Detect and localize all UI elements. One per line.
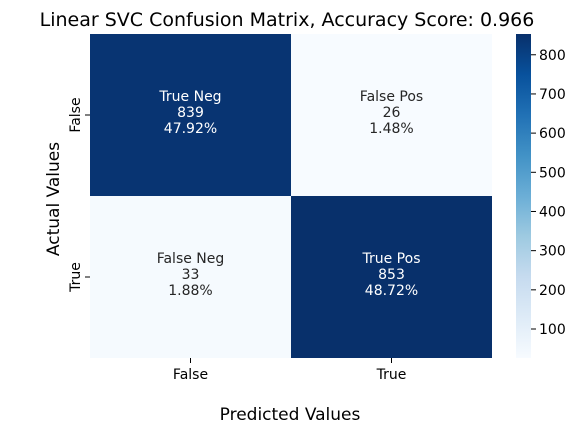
heatmap-cell	[291, 196, 492, 358]
y-axis-label: Actual Values	[44, 142, 64, 256]
colorbar-ticks: 100 200 300 400 500 600 700 800	[531, 48, 566, 338]
y-tick-label: True	[68, 262, 84, 293]
colorbar	[516, 34, 531, 358]
cell-label: True Neg	[158, 89, 221, 105]
heatmap-axes: False True False True	[68, 97, 406, 383]
cell-percent: 1.48%	[369, 121, 413, 137]
cell-percent: 1.88%	[168, 283, 212, 299]
cell-label: False Neg	[157, 251, 225, 267]
x-tick-label: False	[173, 367, 208, 383]
colorbar-tick-label: 100	[539, 322, 566, 338]
cell-count: 33	[182, 267, 200, 283]
colorbar-tick-label: 400	[539, 204, 566, 220]
cell-count: 853	[378, 267, 405, 283]
colorbar-tick-label: 500	[539, 165, 566, 181]
colorbar-tick-label: 600	[539, 126, 566, 142]
cell-label: True Pos	[362, 251, 421, 267]
cell-label: False Pos	[360, 89, 423, 105]
colorbar-tick-label: 800	[539, 48, 566, 64]
y-tick-label: False	[68, 97, 84, 132]
x-tick-label: True	[376, 367, 407, 383]
colorbar-tick-label: 700	[539, 87, 566, 103]
cell-count: 839	[177, 105, 204, 121]
heatmap-cell	[291, 34, 492, 196]
cell-count: 26	[383, 105, 401, 121]
colorbar-tick-label: 300	[539, 244, 566, 260]
chart-title: Linear SVC Confusion Matrix, Accuracy Sc…	[40, 9, 535, 31]
heatmap-cell	[90, 34, 291, 196]
colorbar-tick-label: 200	[539, 283, 566, 299]
cell-percent: 47.92%	[164, 121, 217, 137]
cell-percent: 48.72%	[365, 283, 418, 299]
x-axis-label: Predicted Values	[220, 405, 361, 425]
heatmap-cell	[90, 196, 291, 358]
